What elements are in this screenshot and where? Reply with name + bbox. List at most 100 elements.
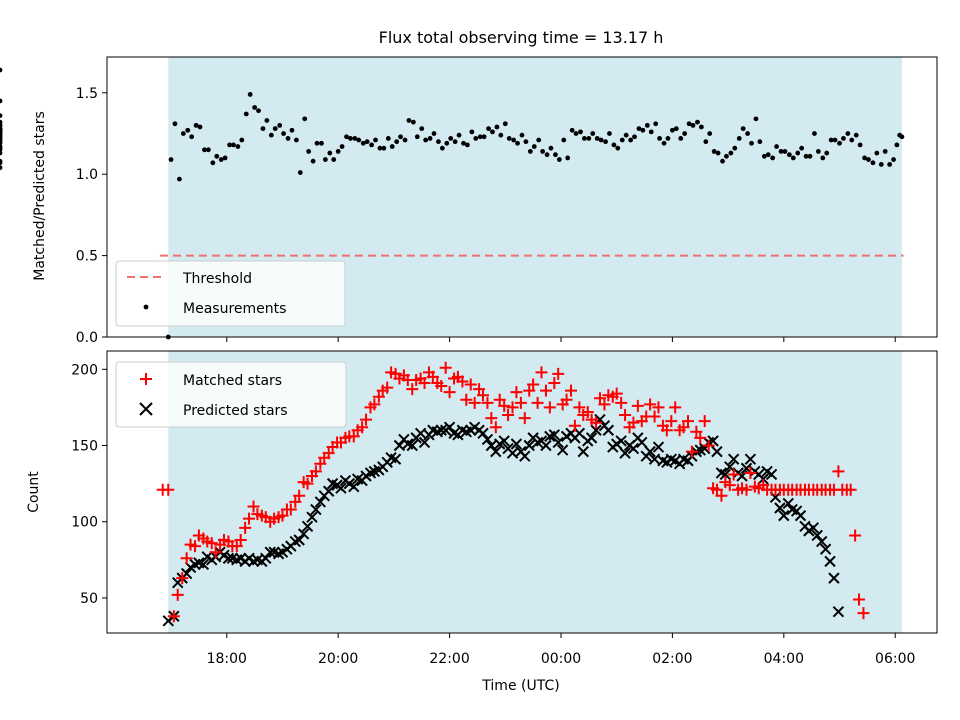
matched-point [322,447,335,460]
matched-point [426,370,439,383]
measurement-point [569,127,575,133]
matched-point [552,367,565,380]
matched-point [518,412,531,425]
measurement-point [586,135,592,141]
predicted-point [540,439,552,452]
measurement-point [172,121,178,127]
predicted-series [162,413,845,627]
measurement-point [673,126,679,132]
matched-point [481,396,494,409]
measurement-point [732,145,738,151]
predicted-point [727,453,740,465]
measurement-point [556,157,562,162]
measurement-point [218,157,224,162]
measurement-point [519,132,525,138]
predicted-point [577,445,589,458]
predicted-point [490,445,502,458]
matched-point [464,378,477,391]
matched-point [180,552,193,565]
bottom-xtick-label: 20:00 [318,651,358,667]
predicted-point [807,522,820,534]
legend-measurements-swatch [143,304,149,310]
measurement-point [285,135,291,141]
matched-point [523,384,536,397]
measurement-point [281,131,286,136]
predicted-point [778,509,790,522]
bottom-xtick-label: 02:00 [652,651,692,667]
measurement-point [565,155,571,161]
bottom-ytick-label: 50 [80,591,98,607]
measurement-point [757,139,763,145]
measurement-point [644,122,650,128]
bottom-xlabel: Time (UTC) [481,678,559,694]
measurement-point [761,153,767,159]
predicted-point [418,436,431,449]
measurement-point [573,131,579,136]
bottom-axes: 50 100 150 200 18:00 20:00 22:00 00:00 02:00 04:0… [71,350,938,667]
measurement-point [235,144,241,149]
matched-point [314,457,327,470]
matched-point [205,537,218,550]
measurement-point [264,118,270,123]
measurement-point [736,135,742,141]
measurement-point [197,124,203,130]
measurement-point [331,157,337,162]
measurement-point [670,127,675,133]
measurement-point [790,155,796,161]
measurement-point [402,137,408,143]
matched-point [247,500,260,513]
predicted-point [406,439,418,452]
measurement-point [297,170,303,175]
predicted-point [348,480,360,493]
measurement-point [807,153,813,159]
measurement-point [753,116,759,122]
measurement-point [715,150,721,156]
matched-point [456,375,469,388]
predicted-point [306,511,318,523]
matched-point [477,389,490,402]
bottom-ytick-label: 100 [71,515,98,531]
measurement-point [536,137,542,143]
matched-point [590,416,603,429]
predicted-point [602,424,615,436]
measurement-point [189,134,195,140]
measurement-point [452,139,458,145]
bottom-ytick-label: 200 [71,362,98,378]
measurement-point [481,134,487,140]
measurement-point [360,140,366,146]
measurement-point [306,149,312,154]
measurement-point [272,126,278,132]
matched-point [598,398,611,411]
matched-point [543,401,556,414]
measurement-point [845,131,851,136]
measurement-point [887,162,893,167]
matched-point [740,483,753,496]
measurement-point [782,149,788,154]
measurement-point [0,165,3,171]
top-ytick-label: 0.0 [76,330,98,346]
measurement-point [628,137,634,143]
top-ytick-label: 0.5 [76,249,98,265]
measurement-point [319,140,324,146]
matched-point [506,401,519,414]
measurement-point [590,131,596,136]
matched-point [176,572,189,585]
measurement-point [812,131,817,136]
measurement-point [540,149,546,154]
bottom-frame [106,350,938,634]
top-legend: Threshold Measurements [115,260,346,327]
measurements-series [0,67,905,340]
measurement-point [419,126,425,132]
measurement-point [824,150,830,156]
measurement-point [456,132,462,138]
matched-point [631,399,644,412]
measurement-point [448,135,454,141]
measurement-point [0,137,3,143]
measurement-point [695,119,700,125]
matched-point [406,383,419,396]
measurement-point [548,145,554,151]
legend-measurements-label: Measurements [183,301,286,317]
bottom-panel: 50 100 150 200 18:00 20:00 22:00 00:00 02:00 04:0… [26,350,938,694]
measurement-point [486,126,491,132]
matched-point [849,529,862,542]
